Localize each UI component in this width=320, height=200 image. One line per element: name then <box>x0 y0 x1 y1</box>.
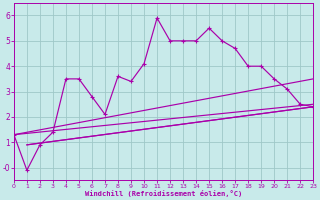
X-axis label: Windchill (Refroidissement éolien,°C): Windchill (Refroidissement éolien,°C) <box>85 190 242 197</box>
